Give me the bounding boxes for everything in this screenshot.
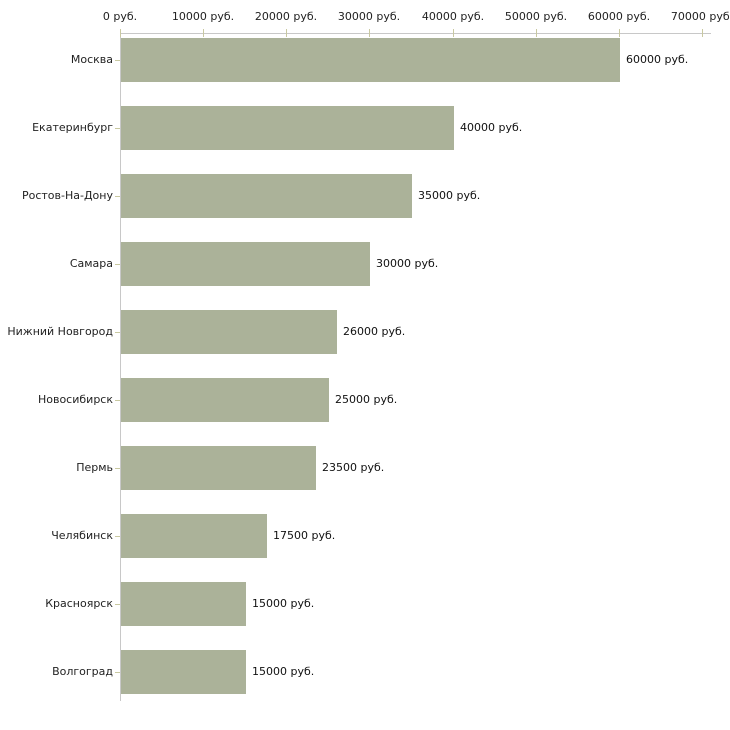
bar-value-label: 17500 руб. bbox=[273, 529, 336, 542]
bar bbox=[121, 38, 620, 82]
x-axis-tick-label: 50000 руб. bbox=[504, 10, 568, 23]
category-label: Пермь bbox=[76, 461, 113, 474]
bar bbox=[121, 242, 370, 286]
bar-value-label: 30000 руб. bbox=[376, 257, 439, 270]
bar-row: Екатеринбург 40000 руб. bbox=[0, 101, 730, 169]
x-axis-tick-mark bbox=[120, 29, 121, 37]
category-tick-mark bbox=[115, 536, 120, 537]
bar-row: Новосибирск 25000 руб. bbox=[0, 373, 730, 441]
category-tick-mark bbox=[115, 400, 120, 401]
bar-row: Нижний Новгород 26000 руб. bbox=[0, 305, 730, 373]
bar-value-label: 26000 руб. bbox=[343, 325, 406, 338]
bar bbox=[121, 378, 329, 422]
bar bbox=[121, 174, 412, 218]
x-axis-tick-mark bbox=[619, 29, 620, 37]
x-axis-tick-mark bbox=[702, 29, 703, 37]
category-label: Волгоград bbox=[52, 665, 113, 678]
category-label: Москва bbox=[70, 53, 113, 66]
bar-value-label: 40000 руб. bbox=[460, 121, 523, 134]
bar bbox=[121, 582, 246, 626]
bar-row: Самара 30000 руб. bbox=[0, 237, 730, 305]
bar bbox=[121, 310, 337, 354]
x-axis-tick-label: 0 руб. bbox=[102, 10, 138, 23]
bar-row: Москва 60000 руб. bbox=[0, 33, 730, 101]
bar bbox=[121, 514, 267, 558]
category-tick-mark bbox=[115, 128, 120, 129]
category-label: Красноярск bbox=[45, 597, 113, 610]
bar-value-label: 35000 руб. bbox=[418, 189, 481, 202]
x-axis-tick-label: 30000 руб. bbox=[337, 10, 401, 23]
bar-row: Ростов-На-Дону 35000 руб. bbox=[0, 169, 730, 237]
bar-value-label: 15000 руб. bbox=[252, 597, 315, 610]
bar-value-label: 23500 руб. bbox=[322, 461, 385, 474]
category-tick-mark bbox=[115, 60, 120, 61]
bar-value-label: 60000 руб. bbox=[626, 53, 689, 66]
category-tick-mark bbox=[115, 196, 120, 197]
x-axis-tick-label: 70000 руб. bbox=[670, 10, 730, 23]
category-tick-mark bbox=[115, 672, 120, 673]
category-tick-mark bbox=[115, 468, 120, 469]
bar bbox=[121, 446, 316, 490]
category-tick-mark bbox=[115, 264, 120, 265]
bar-value-label: 15000 руб. bbox=[252, 665, 315, 678]
bar-row: Волгоград 15000 руб. bbox=[0, 645, 730, 713]
x-axis-tick-mark bbox=[286, 29, 287, 37]
category-label: Нижний Новгород bbox=[7, 325, 113, 338]
category-label: Новосибирск bbox=[37, 393, 113, 406]
x-axis-line bbox=[120, 33, 711, 34]
x-axis-tick-label: 60000 руб. bbox=[587, 10, 651, 23]
x-axis-tick-mark bbox=[453, 29, 454, 37]
y-axis-line bbox=[120, 33, 121, 701]
x-axis-tick-label: 10000 руб. bbox=[171, 10, 235, 23]
bar-value-label: 25000 руб. bbox=[335, 393, 398, 406]
x-axis-tick-mark bbox=[203, 29, 204, 37]
bar-row: Красноярск 15000 руб. bbox=[0, 577, 730, 645]
category-label: Самара bbox=[69, 257, 113, 270]
bar-row: Пермь 23500 руб. bbox=[0, 441, 730, 509]
category-tick-mark bbox=[115, 332, 120, 333]
bar-row: Челябинск 17500 руб. bbox=[0, 509, 730, 577]
x-axis-tick-mark bbox=[369, 29, 370, 37]
x-axis-tick-label: 40000 руб. bbox=[421, 10, 485, 23]
bar bbox=[121, 650, 246, 694]
category-tick-mark bbox=[115, 604, 120, 605]
x-axis-tick-mark bbox=[536, 29, 537, 37]
x-axis-tick-label: 20000 руб. bbox=[254, 10, 318, 23]
category-label: Екатеринбург bbox=[32, 121, 113, 134]
category-label: Челябинск bbox=[51, 529, 113, 542]
bar bbox=[121, 106, 454, 150]
category-label: Ростов-На-Дону bbox=[21, 189, 113, 202]
